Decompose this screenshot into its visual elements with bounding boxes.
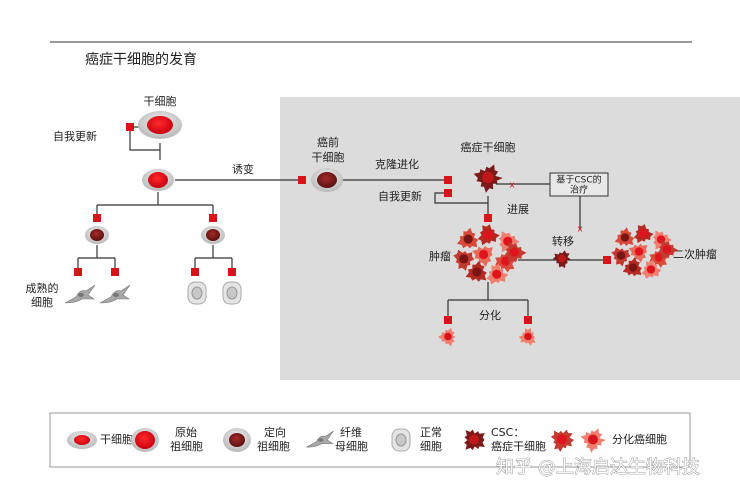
svg-text:x: x [509, 181, 515, 191]
cancer-core [524, 332, 532, 341]
nucleus [148, 172, 168, 188]
legend-label: 正常 [420, 426, 442, 439]
cancer-core [463, 234, 473, 244]
label: 基于CSC的 [556, 174, 601, 186]
cancer-core [638, 229, 648, 238]
nucleus [135, 431, 155, 449]
legend-label: 细胞 [420, 440, 442, 453]
label: 分化 [479, 308, 501, 322]
nucleus [206, 229, 220, 241]
label: 进展 [507, 203, 529, 216]
cancer-core [654, 253, 664, 262]
legend-label: 干细胞 [100, 433, 133, 446]
cancer-core [646, 265, 656, 274]
nucleus [191, 286, 203, 300]
legend-label: 祖细胞 [257, 439, 290, 453]
legend-label: 原始 [175, 425, 197, 439]
nucleus [90, 229, 104, 241]
legend-label: 癌症干细胞 [491, 439, 546, 453]
cancer-core [472, 267, 482, 277]
label: 治疗 [570, 184, 588, 196]
cancer-core [662, 245, 672, 254]
legend-label: 母细胞 [335, 440, 368, 453]
label: 诱变 [232, 162, 254, 176]
cancer-core [483, 230, 493, 240]
label: 癌前 [317, 135, 339, 149]
label: 自我更新 [378, 189, 422, 203]
cancer-core [444, 332, 452, 341]
label: 自我更新 [53, 129, 97, 143]
svg-text:x: x [577, 225, 583, 235]
legend-label: 祖细胞 [170, 439, 203, 453]
cancer-core [588, 434, 598, 445]
label: 细胞 [31, 296, 53, 309]
label: 干细胞 [144, 95, 177, 108]
cancer-core [558, 254, 566, 263]
cancer-core [616, 251, 626, 260]
cancer-core [628, 263, 638, 272]
cancer-core [482, 171, 494, 184]
label: 干细胞 [312, 151, 345, 164]
title: 癌症干细胞的发育 [85, 52, 197, 68]
nucleus [226, 286, 238, 300]
nucleus [317, 172, 337, 188]
cancer-core [492, 269, 502, 279]
cancer-core [459, 254, 469, 264]
cells [64, 111, 678, 453]
cancer-core [557, 434, 567, 445]
nucleus [74, 435, 90, 445]
cancer-core [479, 249, 489, 260]
cancer-core [469, 434, 479, 445]
cancer-core [620, 233, 630, 242]
cancer-core [509, 247, 519, 257]
cancer-core [501, 256, 511, 266]
nucleus [395, 433, 407, 447]
label: 二次肿瘤 [673, 247, 717, 261]
nucleus [113, 293, 119, 297]
nucleus [147, 116, 173, 134]
legend-label: 定向 [264, 425, 286, 439]
label: 成熟的 [26, 281, 59, 295]
cancer-core [634, 247, 644, 256]
nucleus [78, 293, 84, 297]
label: 克隆进化 [375, 157, 419, 171]
legend-label: 纤维 [340, 426, 362, 439]
nucleus [229, 433, 245, 447]
label: 肿瘤 [429, 249, 451, 263]
watermark: 知乎 @上海启达生物科技 [496, 457, 700, 478]
label: 转移 [552, 234, 574, 248]
legend-label: 分化癌细胞 [612, 432, 667, 446]
label: 癌症干细胞 [461, 140, 516, 154]
nucleus [318, 438, 324, 442]
legend-label: CSC： [491, 426, 524, 439]
